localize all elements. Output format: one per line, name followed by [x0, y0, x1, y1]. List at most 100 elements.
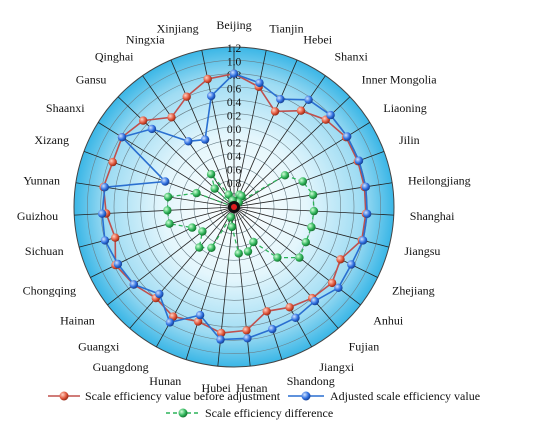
- category-label: Henan: [236, 381, 267, 395]
- radar-center-dot: [231, 204, 237, 210]
- series-point: [200, 135, 210, 144]
- grid-spoke: [233, 59, 298, 208]
- radial-tick-label: 0.2: [227, 111, 242, 123]
- category-label: Guizhou: [17, 209, 58, 223]
- legend-item-before: Scale efficiency value before adjustment: [48, 389, 281, 403]
- grid-spoke: [233, 206, 339, 329]
- series-point: [167, 113, 176, 122]
- category-label: Inner Mongolia: [362, 73, 438, 87]
- radial-tick-label: 0.6: [227, 165, 242, 177]
- series-point: [193, 317, 203, 326]
- legend-label-adjusted: Adjusted scale efficiency value: [330, 389, 480, 403]
- series-point: [280, 171, 290, 180]
- series-point: [198, 227, 207, 236]
- radar-grid: [73, 46, 395, 368]
- series-point: [307, 222, 316, 232]
- category-label: Yunnan: [23, 173, 60, 187]
- series-point: [243, 334, 252, 343]
- series-point: [285, 303, 294, 312]
- series-point: [347, 260, 356, 269]
- series-point: [270, 107, 280, 116]
- series-point: [203, 74, 212, 84]
- series-point: [163, 206, 172, 215]
- series-point: [187, 223, 197, 232]
- category-label: Hubei: [202, 381, 232, 395]
- series-point: [301, 238, 310, 247]
- legend-marker-adjusted: [301, 391, 311, 401]
- category-label: Jiangxi: [319, 360, 354, 374]
- series-point: [192, 188, 201, 198]
- category-label: Zhejiang: [392, 284, 435, 298]
- category-label: Anhui: [373, 314, 404, 328]
- category-label: Shaanxi: [46, 101, 85, 115]
- series-point: [361, 182, 370, 191]
- grid-spoke: [233, 206, 283, 360]
- radial-tick-label: 0.2: [227, 138, 242, 150]
- legend-marker-difference: [178, 408, 188, 418]
- series-point: [276, 95, 285, 104]
- series-point: [206, 170, 216, 179]
- series-point: [195, 310, 205, 320]
- category-label: Guangxi: [78, 340, 120, 354]
- category-label: Jiangsu: [404, 244, 440, 258]
- radial-tick-label: 0.6: [227, 84, 242, 96]
- category-label: Beijing: [216, 18, 251, 32]
- radial-tick-label: 0.8: [227, 178, 242, 190]
- series-point: [298, 177, 307, 186]
- series-point: [117, 133, 127, 142]
- series-point: [308, 190, 318, 200]
- grid-spoke: [170, 59, 235, 208]
- legend-marker-before: [59, 391, 69, 401]
- series-point: [147, 124, 157, 134]
- series-point: [309, 206, 319, 216]
- series-point: [165, 219, 174, 228]
- series-point: [295, 253, 304, 262]
- grid-spoke: [107, 206, 235, 306]
- series-point: [354, 156, 364, 165]
- radial-tick-labels: 1.21.00.80.60.40.20.00.20.40.60.81.0: [227, 43, 242, 204]
- series-point: [184, 137, 193, 146]
- series-point: [358, 236, 368, 245]
- series-point: [334, 283, 343, 292]
- category-label: Hainan: [60, 314, 95, 328]
- series-line: [102, 72, 367, 334]
- series-point: [249, 237, 258, 247]
- category-label: Qinghai: [95, 50, 134, 64]
- category-label: Fujian: [349, 340, 380, 354]
- series-point: [229, 69, 239, 78]
- category-label: Heilongjiang: [408, 173, 471, 187]
- series-point: [129, 280, 138, 289]
- series-point: [98, 209, 107, 218]
- series-point: [207, 91, 216, 101]
- category-label: Guangdong: [93, 360, 149, 374]
- series-point: [243, 247, 253, 256]
- category-label: Liaoning: [383, 101, 426, 115]
- series-point: [165, 318, 175, 327]
- series-1: [98, 69, 372, 344]
- series-point: [363, 209, 372, 218]
- series-point: [234, 249, 243, 258]
- series-point: [161, 177, 170, 186]
- category-label: Sichuan: [25, 244, 64, 258]
- grid-spoke: [233, 50, 267, 208]
- series-point: [217, 328, 226, 338]
- series-2: [163, 170, 319, 262]
- radial-tick-label: 0.4: [227, 151, 242, 163]
- series-point: [216, 335, 225, 344]
- category-label: Tianjin: [269, 22, 303, 36]
- radial-tick-label: 0.4: [227, 97, 242, 109]
- radial-tick-label: 1.2: [227, 43, 242, 55]
- category-label: Xizang: [34, 133, 69, 147]
- series-point: [227, 222, 237, 232]
- category-label: Chongqing: [23, 284, 76, 298]
- series-point: [343, 132, 352, 141]
- series-point: [327, 278, 337, 288]
- series-point: [210, 184, 219, 193]
- series-point: [100, 183, 110, 192]
- series-layer: [98, 69, 372, 344]
- radial-tick-label: 1.0: [227, 57, 242, 69]
- legend-label-difference: Scale efficiency difference: [205, 406, 333, 420]
- series-point: [291, 313, 300, 322]
- series-point: [336, 255, 345, 264]
- category-label: Xinjiang: [157, 22, 199, 36]
